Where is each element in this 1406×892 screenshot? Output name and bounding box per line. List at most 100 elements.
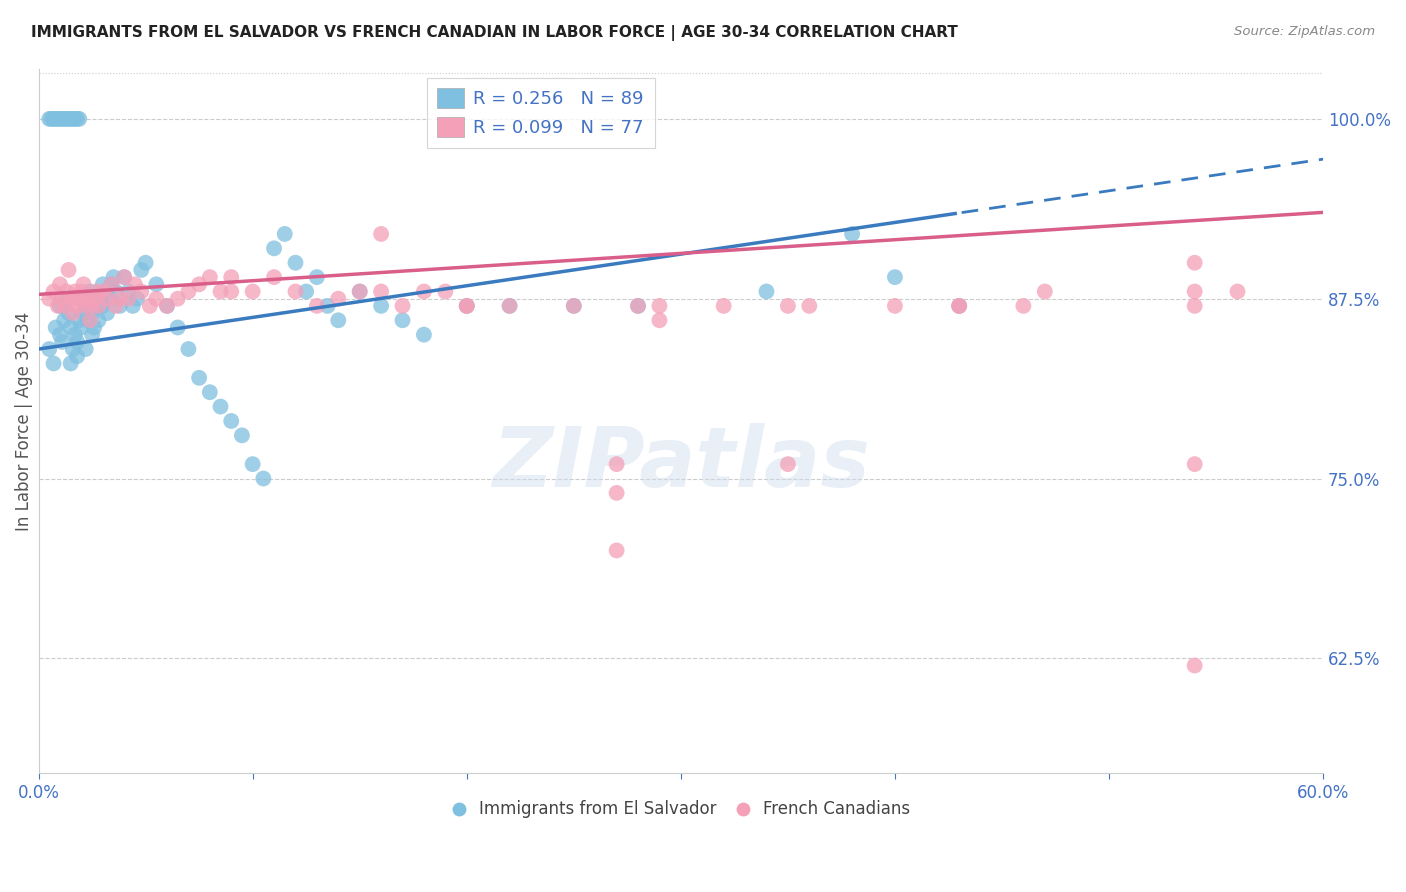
- Point: [42, 112, 65, 126]
- Point: [49, 277, 72, 292]
- Point: [62, 112, 84, 126]
- Point: [209, 285, 232, 299]
- Point: [38, 112, 60, 126]
- Point: [328, 292, 350, 306]
- Point: [799, 299, 821, 313]
- Point: [66, 299, 89, 313]
- Point: [76, 292, 98, 306]
- Point: [305, 270, 328, 285]
- Point: [948, 299, 970, 313]
- Point: [46, 299, 69, 313]
- Point: [91, 299, 114, 313]
- Point: [58, 112, 80, 126]
- Point: [198, 385, 221, 400]
- Point: [87, 299, 110, 313]
- Point: [166, 292, 188, 306]
- Point: [776, 457, 799, 471]
- Point: [263, 270, 285, 285]
- Point: [66, 112, 89, 126]
- Point: [606, 543, 628, 558]
- Point: [58, 306, 80, 320]
- Point: [79, 285, 101, 299]
- Point: [58, 263, 80, 277]
- Point: [121, 299, 143, 313]
- Point: [86, 299, 108, 313]
- Point: [648, 299, 671, 313]
- Point: [80, 299, 103, 313]
- Point: [456, 299, 478, 313]
- Point: [1184, 457, 1206, 471]
- Point: [96, 292, 118, 306]
- Point: [79, 313, 101, 327]
- Point: [606, 457, 628, 471]
- Point: [177, 342, 200, 356]
- Point: [42, 356, 65, 370]
- Point: [156, 299, 179, 313]
- Point: [242, 285, 264, 299]
- Point: [108, 292, 131, 306]
- Point: [45, 320, 67, 334]
- Point: [562, 299, 585, 313]
- Point: [67, 112, 90, 126]
- Point: [188, 277, 211, 292]
- Point: [59, 292, 82, 306]
- Point: [1184, 299, 1206, 313]
- Point: [96, 306, 118, 320]
- Point: [252, 471, 274, 485]
- Point: [91, 285, 114, 299]
- Point: [370, 227, 392, 241]
- Point: [627, 299, 650, 313]
- Point: [328, 313, 350, 327]
- Point: [305, 299, 328, 313]
- Point: [112, 270, 135, 285]
- Point: [1033, 285, 1056, 299]
- Point: [45, 112, 67, 126]
- Point: [231, 428, 253, 442]
- Point: [98, 292, 121, 306]
- Point: [242, 457, 264, 471]
- Point: [648, 313, 671, 327]
- Point: [274, 227, 297, 241]
- Text: IMMIGRANTS FROM EL SALVADOR VS FRENCH CANADIAN IN LABOR FORCE | AGE 30-34 CORREL: IMMIGRANTS FROM EL SALVADOR VS FRENCH CA…: [31, 25, 957, 41]
- Point: [456, 299, 478, 313]
- Point: [100, 277, 122, 292]
- Point: [884, 299, 907, 313]
- Point: [124, 277, 146, 292]
- Point: [263, 241, 285, 255]
- Y-axis label: In Labor Force | Age 30-34: In Labor Force | Age 30-34: [15, 311, 32, 531]
- Point: [90, 292, 112, 306]
- Point: [219, 414, 242, 428]
- Point: [75, 299, 97, 313]
- Point: [72, 277, 94, 292]
- Point: [112, 270, 135, 285]
- Point: [562, 299, 585, 313]
- Point: [70, 285, 93, 299]
- Point: [131, 263, 153, 277]
- Point: [55, 112, 77, 126]
- Point: [53, 313, 76, 327]
- Point: [948, 299, 970, 313]
- Point: [284, 285, 307, 299]
- Point: [62, 306, 84, 320]
- Point: [125, 292, 148, 306]
- Point: [370, 299, 392, 313]
- Point: [59, 320, 82, 334]
- Point: [841, 227, 863, 241]
- Point: [70, 320, 93, 334]
- Point: [117, 292, 139, 306]
- Point: [198, 270, 221, 285]
- Point: [284, 256, 307, 270]
- Point: [80, 327, 103, 342]
- Point: [166, 320, 188, 334]
- Point: [46, 112, 69, 126]
- Point: [70, 292, 93, 306]
- Point: [219, 285, 242, 299]
- Point: [83, 320, 105, 334]
- Point: [108, 299, 131, 313]
- Point: [66, 349, 89, 363]
- Point: [1184, 285, 1206, 299]
- Point: [75, 299, 97, 313]
- Point: [349, 285, 371, 299]
- Point: [177, 285, 200, 299]
- Point: [713, 299, 735, 313]
